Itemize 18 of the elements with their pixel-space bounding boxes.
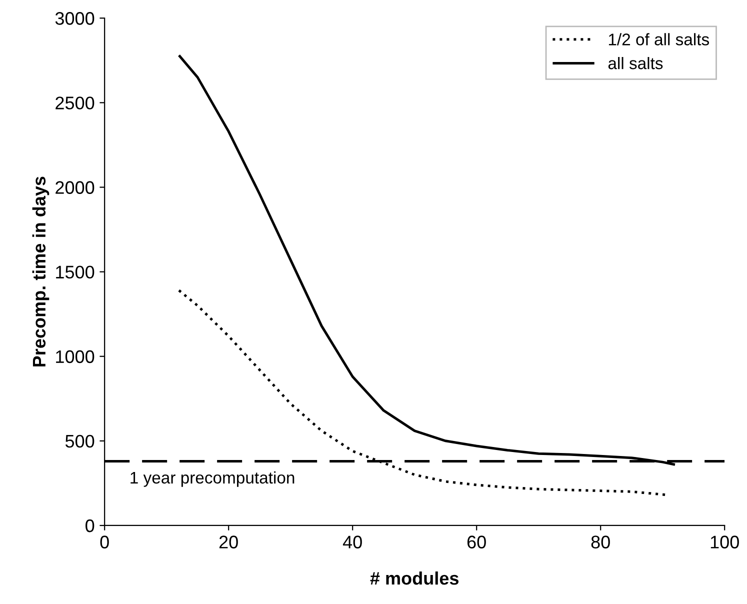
x-axis-title: # modules (370, 571, 458, 585)
ref-line-label: 1 year precomputation (130, 471, 294, 487)
y-tick-label: 500 (65, 434, 94, 448)
y-tick-label: 1500 (56, 266, 94, 279)
legend-label: all salts (608, 56, 663, 70)
y-axis-title: Precomp. time in days (32, 176, 50, 366)
x-tick-label: 60 (467, 536, 486, 548)
legend-label: 1/2 of all salts (608, 33, 709, 46)
y-tick-label: 0 (86, 519, 94, 532)
x-tick-label: 40 (342, 536, 362, 548)
y-tick-label: 3000 (55, 12, 94, 25)
x-tick-label: 100 (710, 536, 739, 548)
x-tick-label: 20 (219, 536, 238, 548)
y-tick-label: 1000 (56, 350, 94, 364)
x-tick-label: 80 (591, 536, 610, 548)
y-tick-label: 2500 (56, 96, 94, 110)
y-tick-label: 2000 (56, 181, 94, 194)
x-tick-label: 0 (100, 536, 109, 548)
